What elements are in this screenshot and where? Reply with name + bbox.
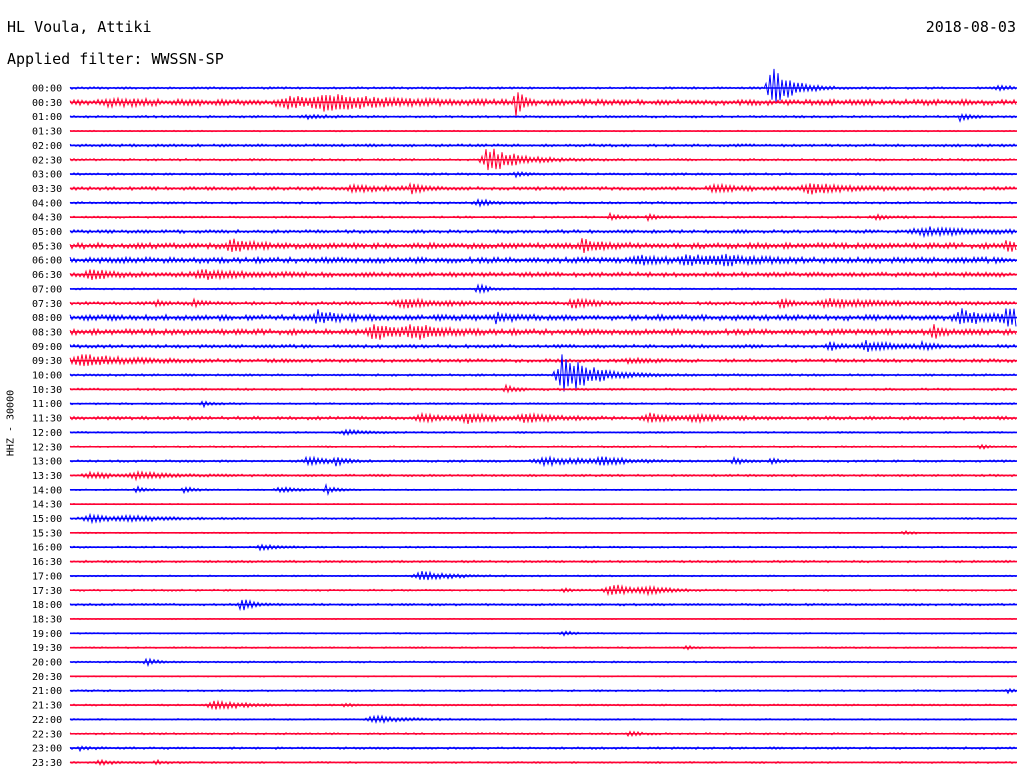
time-label: 15:00 xyxy=(32,514,62,525)
time-label: 07:30 xyxy=(32,299,62,310)
time-label: 17:00 xyxy=(32,571,62,582)
time-label: 03:30 xyxy=(32,184,62,195)
time-label: 22:00 xyxy=(32,715,62,726)
time-label: 00:30 xyxy=(32,98,62,109)
time-label: 03:00 xyxy=(32,170,62,181)
time-label: 21:30 xyxy=(32,701,62,712)
time-label: 02:30 xyxy=(32,155,62,166)
time-label: 08:30 xyxy=(32,327,62,338)
time-label: 04:00 xyxy=(32,198,62,209)
time-label: 13:00 xyxy=(32,457,62,468)
time-label: 06:00 xyxy=(32,256,62,267)
time-label: 06:30 xyxy=(32,270,62,281)
time-label: 09:00 xyxy=(32,342,62,353)
time-label: 02:00 xyxy=(32,141,62,152)
date-label: 2018-08-03 xyxy=(925,18,1016,36)
time-label: 16:00 xyxy=(32,543,62,554)
seismic-trace xyxy=(69,112,1017,123)
station-title: HL Voula, Attiki xyxy=(7,18,152,36)
time-label: 23:30 xyxy=(32,758,62,769)
time-label: 01:00 xyxy=(32,112,62,123)
time-label: 19:30 xyxy=(32,643,62,654)
time-label: 00:00 xyxy=(32,84,62,95)
time-label: 21:00 xyxy=(32,686,62,697)
time-label: 23:00 xyxy=(32,744,62,755)
time-label: 13:30 xyxy=(32,471,62,482)
time-label: 22:30 xyxy=(32,729,62,740)
time-label: 10:30 xyxy=(32,385,62,396)
time-label: 19:00 xyxy=(32,629,62,640)
time-label: 15:30 xyxy=(32,528,62,539)
time-label: 10:00 xyxy=(32,371,62,382)
filter-label: Applied filter: WWSSN-SP xyxy=(7,50,224,68)
time-label: 17:30 xyxy=(32,586,62,597)
time-label: 16:30 xyxy=(32,557,62,568)
time-label: 05:00 xyxy=(32,227,62,238)
time-label: 20:30 xyxy=(32,672,62,683)
time-label: 20:00 xyxy=(32,658,62,669)
time-label: 07:00 xyxy=(32,284,62,295)
time-label: 14:00 xyxy=(32,485,62,496)
time-label: 11:00 xyxy=(32,399,62,410)
time-label: 11:30 xyxy=(32,414,62,425)
time-label: 18:00 xyxy=(32,600,62,611)
seismic-trace xyxy=(69,92,1017,117)
time-label: 12:30 xyxy=(32,442,62,453)
time-label: 04:30 xyxy=(32,213,62,224)
time-label: 05:30 xyxy=(32,241,62,252)
time-label: 12:00 xyxy=(32,428,62,439)
time-label: 18:30 xyxy=(32,614,62,625)
time-label: 14:30 xyxy=(32,500,62,511)
time-label: 09:30 xyxy=(32,356,62,367)
time-label: 08:00 xyxy=(32,313,62,324)
seismic-trace xyxy=(69,68,1017,103)
time-label: 01:30 xyxy=(32,127,62,138)
